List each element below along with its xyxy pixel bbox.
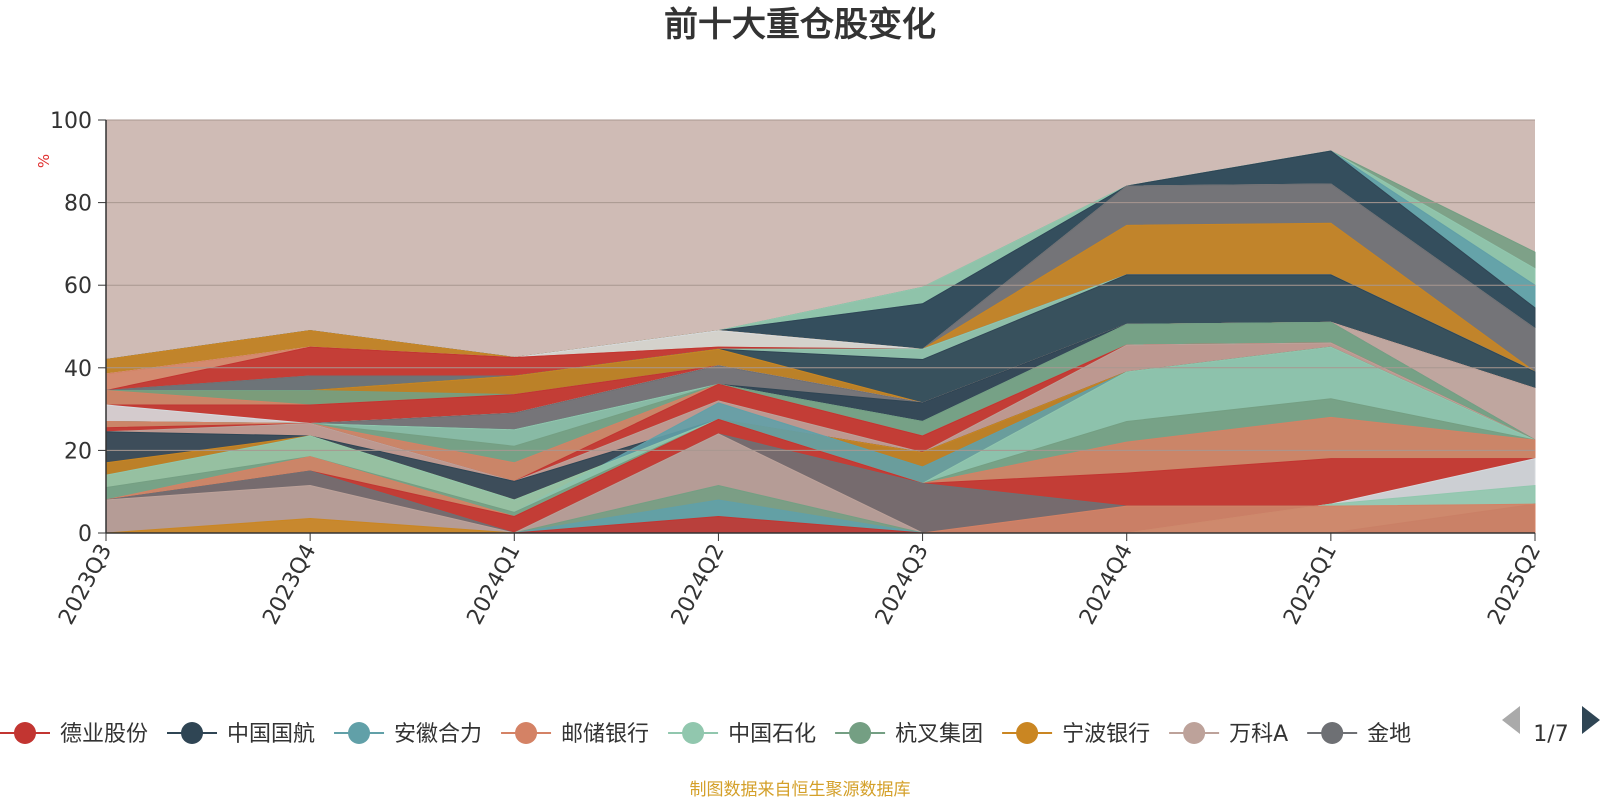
y-tick-label: 0 [78,522,92,547]
y-tick-label: 80 [64,192,92,217]
legend-label: 安徽合力 [394,722,482,747]
legend-item[interactable]: 德业股份 [0,722,148,747]
x-tick-label: 2023Q4 [258,540,321,629]
legend-label: 万科A [1229,722,1288,747]
legend-marker-icon [682,722,705,744]
x-tick-label: 2024Q1 [463,540,526,629]
legend-prev-page-icon[interactable] [1502,706,1520,734]
legend-label: 中国国航 [227,722,315,747]
y-tick-label: 60 [64,274,92,299]
legend-label: 邮储银行 [561,722,649,747]
legend-marker-icon [181,722,204,744]
legend-label: 中国石化 [728,722,816,747]
x-tick-label: 2024Q3 [871,540,934,629]
legend-marker-icon [1016,722,1039,744]
legend-label: 杭叉集团 [895,722,983,747]
y-tick-label: 20 [64,439,92,464]
x-tick-label: 2025Q2 [1483,540,1546,629]
legend-label: 宁波银行 [1062,722,1150,747]
x-axis-ticks: 2023Q3 2023Q4 2024Q1 2024Q2 2024Q3 2024Q4 2025… [54,533,1546,629]
y-tick-label: 40 [64,357,92,382]
legend-item[interactable]: 邮储银行 [501,722,649,747]
legend-next-page-icon[interactable] [1582,706,1600,734]
legend-label: 德业股份 [60,722,148,747]
legend-item[interactable]: 杭叉集团 [835,722,983,747]
y-axis-ticks: 0 20 40 60 80 100 [50,109,106,547]
legend-marker-icon [1183,722,1206,744]
legend-marker-icon [515,722,538,744]
area-series-group [105,150,1536,534]
data-source-note: 制图数据来自恒生聚源数据库 [690,780,911,800]
legend-item[interactable]: 宁波银行 [1002,722,1150,747]
legend-label: 金地 [1367,722,1411,747]
legend-marker-icon [14,722,36,744]
x-tick-label: 2025Q1 [1279,540,1342,629]
legend-marker-icon [849,722,872,744]
legend-item[interactable]: 万科A [1169,722,1288,747]
legend-item[interactable]: 金地 [1307,722,1411,747]
x-tick-label: 2023Q3 [54,540,117,629]
legend-marker-icon [348,722,371,744]
legend-page-indicator: 1/7 [1533,722,1568,747]
legend: 德业股份 中国国航 安徽合力 邮储银行 中国石化 杭叉集团 宁波银行 万科A 金地 1/7 [0,706,1600,747]
legend-marker-icon [1321,722,1344,744]
y-tick-label: 100 [50,109,92,134]
legend-item[interactable]: 安徽合力 [334,722,482,747]
x-tick-label: 2024Q4 [1075,540,1138,629]
legend-item[interactable]: 中国国航 [167,722,315,747]
x-tick-label: 2024Q2 [667,540,730,629]
legend-item[interactable]: 中国石化 [668,722,816,747]
chart-title: 前十大重仓股变化 [664,5,936,45]
y-axis-unit: % [35,154,53,168]
